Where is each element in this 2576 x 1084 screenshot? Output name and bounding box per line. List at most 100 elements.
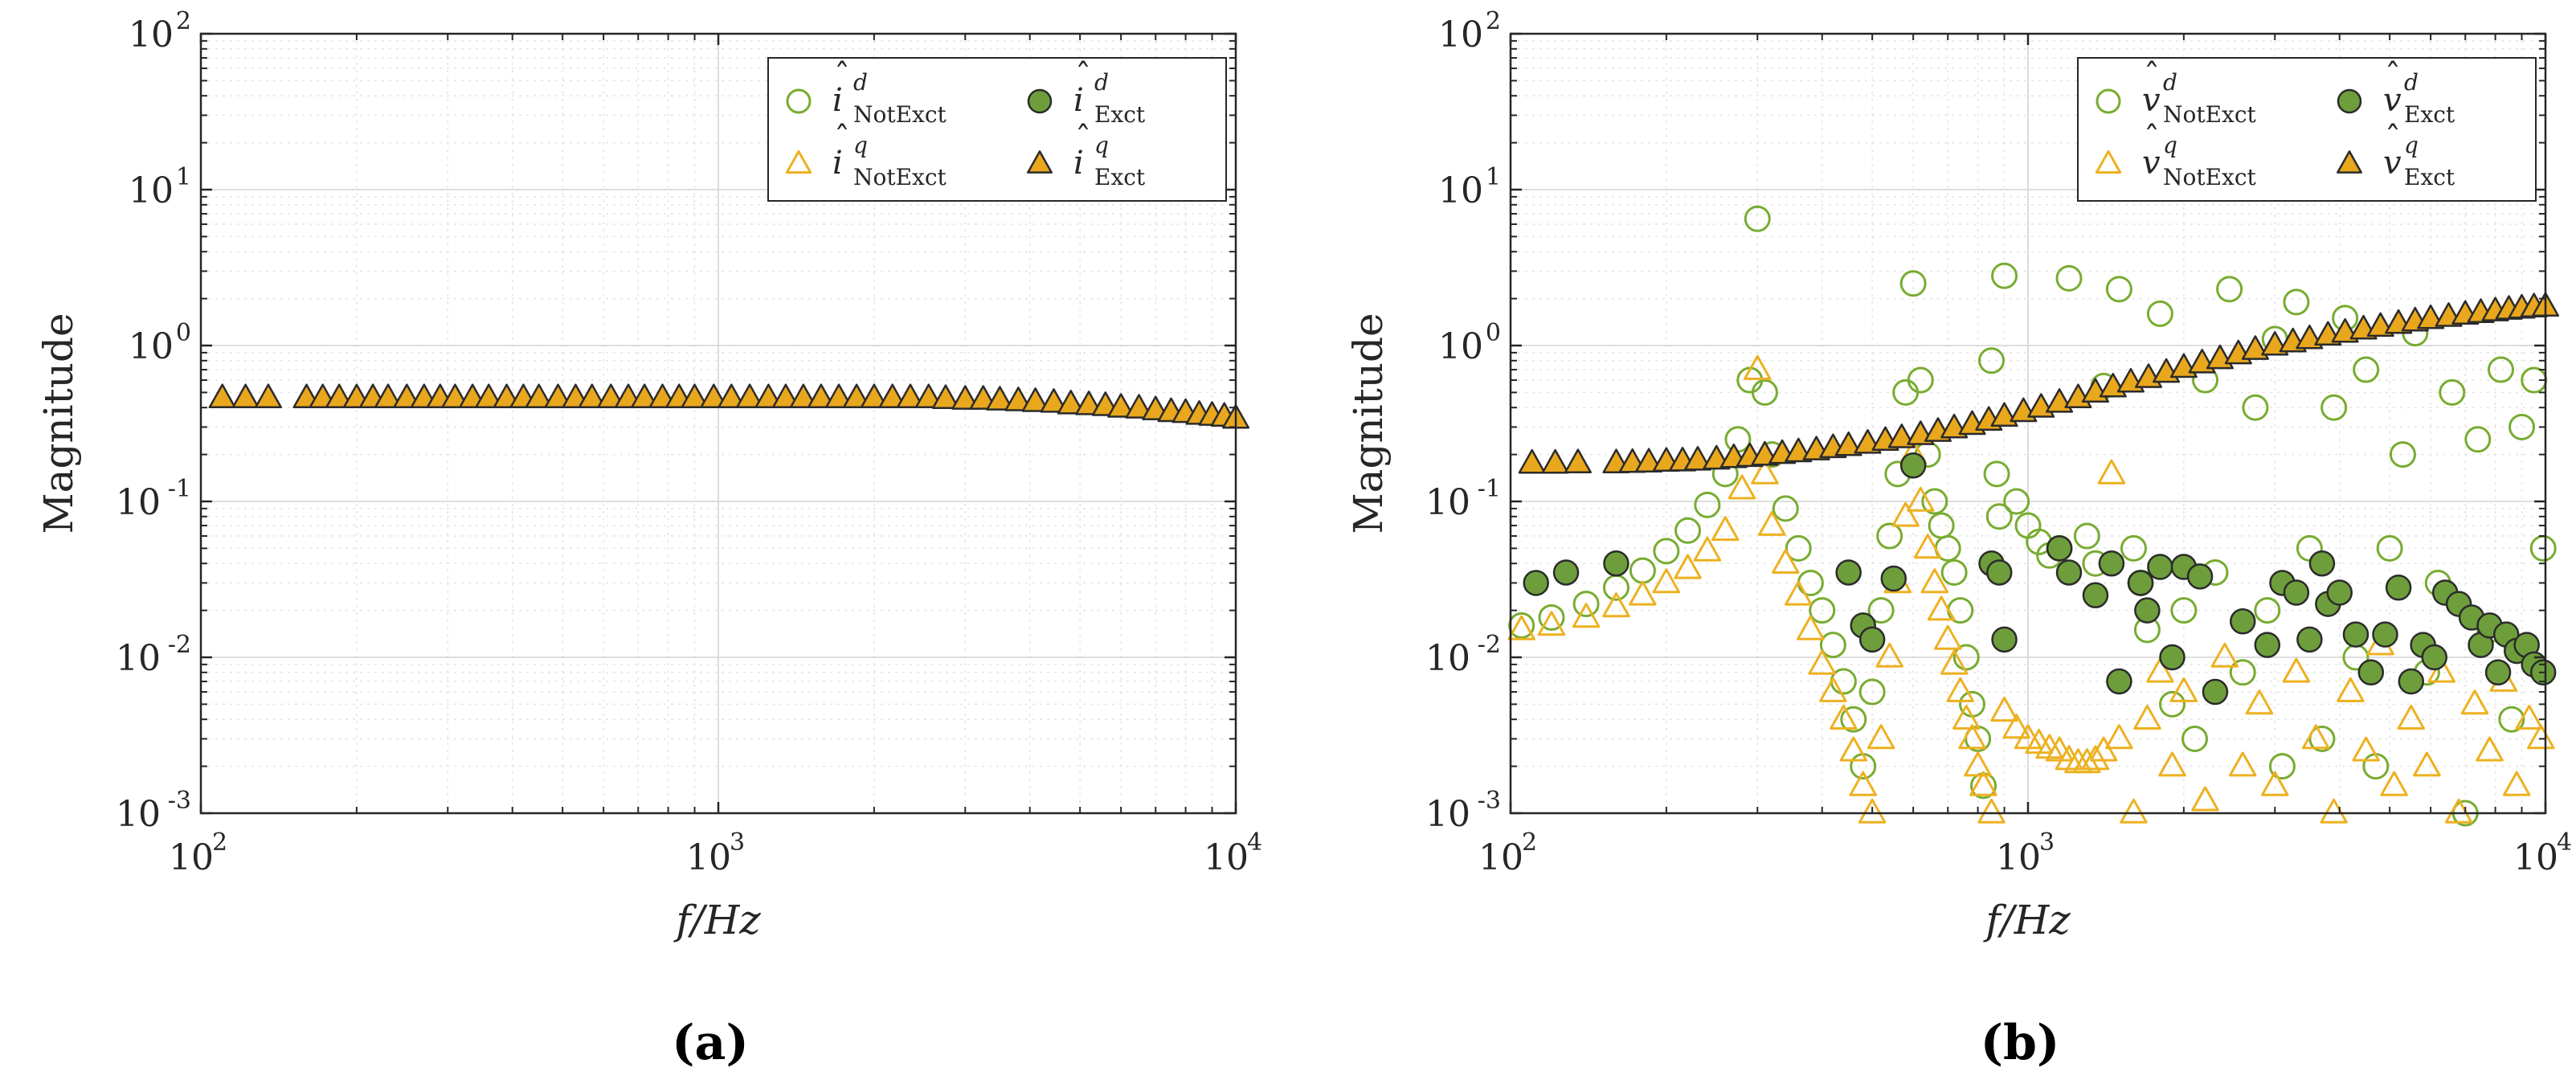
data-point <box>2357 659 2385 686</box>
legend-marker <box>2337 88 2362 114</box>
data-point <box>1946 677 1974 702</box>
data-point <box>1629 580 1657 606</box>
data-point <box>1934 624 1962 650</box>
data-point <box>1751 459 1779 485</box>
data-point <box>1819 632 1846 659</box>
series-i-q-exct <box>208 383 1250 429</box>
data-point <box>2376 534 2403 562</box>
y-tick-exponent: -2 <box>1478 631 1501 659</box>
y-tick-base: 10 <box>116 794 161 835</box>
data-point <box>1858 626 1886 653</box>
data-point <box>1572 591 1600 618</box>
data-point <box>754 383 783 409</box>
data-point <box>843 383 871 409</box>
y-tick-base: 10 <box>129 14 174 55</box>
data-point <box>2133 705 2161 730</box>
data-point <box>2353 356 2380 383</box>
y-tick-exponent: -3 <box>168 787 191 815</box>
legend-subscript: Exct <box>1094 164 1146 190</box>
data-point <box>2484 659 2512 686</box>
data-point <box>1867 597 1895 624</box>
y-tick-base: 10 <box>116 638 161 679</box>
data-point <box>2098 550 2125 577</box>
legend-subscript: NotExct <box>2163 101 2257 128</box>
data-point <box>2342 621 2370 648</box>
data-point <box>1674 554 1702 579</box>
data-point <box>231 383 260 409</box>
data-point <box>254 383 282 409</box>
data-point <box>1991 626 2018 653</box>
data-point <box>2055 745 2083 771</box>
legend-subscript: NotExct <box>853 101 947 128</box>
data-point <box>1772 549 1800 574</box>
data-point <box>2352 736 2380 762</box>
y-tick-label: 010 <box>129 319 191 367</box>
data-point <box>2308 550 2336 577</box>
data-point <box>1835 559 1862 586</box>
legend-hat: ˆ <box>2144 58 2160 95</box>
data-point <box>2045 736 2074 762</box>
legend-marker <box>1027 88 1053 114</box>
data-point <box>2127 570 2154 596</box>
data-point <box>578 383 606 409</box>
data-point <box>1887 423 1916 448</box>
data-point <box>2527 724 2555 750</box>
data-point <box>2159 690 2186 718</box>
y-tick-base: 10 <box>129 170 174 211</box>
legend-subscript: Exct <box>2404 101 2455 128</box>
data-point <box>631 383 659 409</box>
y-tick-label: 210 <box>129 7 191 55</box>
data-point <box>525 383 553 409</box>
y-tick-exponent: -1 <box>1478 475 1501 503</box>
legend-subscript: NotExct <box>853 164 947 190</box>
data-point <box>1541 448 1569 474</box>
data-point <box>1907 366 1934 394</box>
data-point <box>544 383 572 409</box>
series-v-d-exct <box>1523 452 2557 706</box>
legend-symbol: v <box>2142 82 2161 119</box>
data-point <box>2105 276 2132 303</box>
series-v-q-exct <box>1518 292 2560 474</box>
chart-b: 102 103 104-310-210-110010110210f/HzMagnit… <box>1345 7 2572 1071</box>
data-point <box>2282 657 2311 683</box>
x-tick-label: 102 <box>1478 828 1537 878</box>
data-point <box>1751 378 1778 406</box>
data-point <box>2120 798 2148 824</box>
y-tick-exponent: -3 <box>1478 787 1501 815</box>
data-point <box>1758 510 1786 536</box>
data-point <box>1891 501 1920 527</box>
legend-superscript: q <box>1094 132 1109 158</box>
legend-symbol: i <box>1073 82 1084 119</box>
x-tick-base: 10 <box>1478 837 1523 878</box>
data-point <box>2380 771 2408 796</box>
legend-superscript: q <box>2404 132 2419 158</box>
data-point <box>2106 668 2132 695</box>
data-point <box>1785 580 1813 606</box>
data-point <box>2120 534 2147 562</box>
data-point <box>441 383 469 409</box>
y-tick-exponent: -1 <box>168 475 191 503</box>
y-tick-base: 10 <box>1438 170 1483 211</box>
data-point <box>2202 678 2229 706</box>
y-tick-exponent: 2 <box>1486 7 1501 35</box>
legend-entry: ˆi d NotExct <box>786 58 947 128</box>
data-point <box>1985 503 2013 530</box>
data-point <box>1057 390 1085 415</box>
data-point <box>2134 597 2161 624</box>
legend-marker <box>2095 149 2122 174</box>
data-point <box>2398 668 2425 695</box>
data-point <box>1523 570 1549 596</box>
data-point <box>2081 745 2110 771</box>
data-point <box>1875 642 1903 668</box>
y-tick-exponent: 2 <box>176 7 191 35</box>
legend-marker <box>2096 88 2121 114</box>
x-tick-exponent: 2 <box>212 828 227 857</box>
data-point <box>2055 264 2083 292</box>
legend-entry: ˆv d NotExct <box>2096 58 2257 128</box>
data-point <box>1508 612 1535 639</box>
legend-hat: ˆ <box>2385 58 2401 95</box>
data-point <box>2210 642 2239 668</box>
y-tick-base: 10 <box>1425 638 1470 679</box>
x-tick-label: 104 <box>1204 828 1262 878</box>
x-tick-base: 10 <box>169 837 214 878</box>
